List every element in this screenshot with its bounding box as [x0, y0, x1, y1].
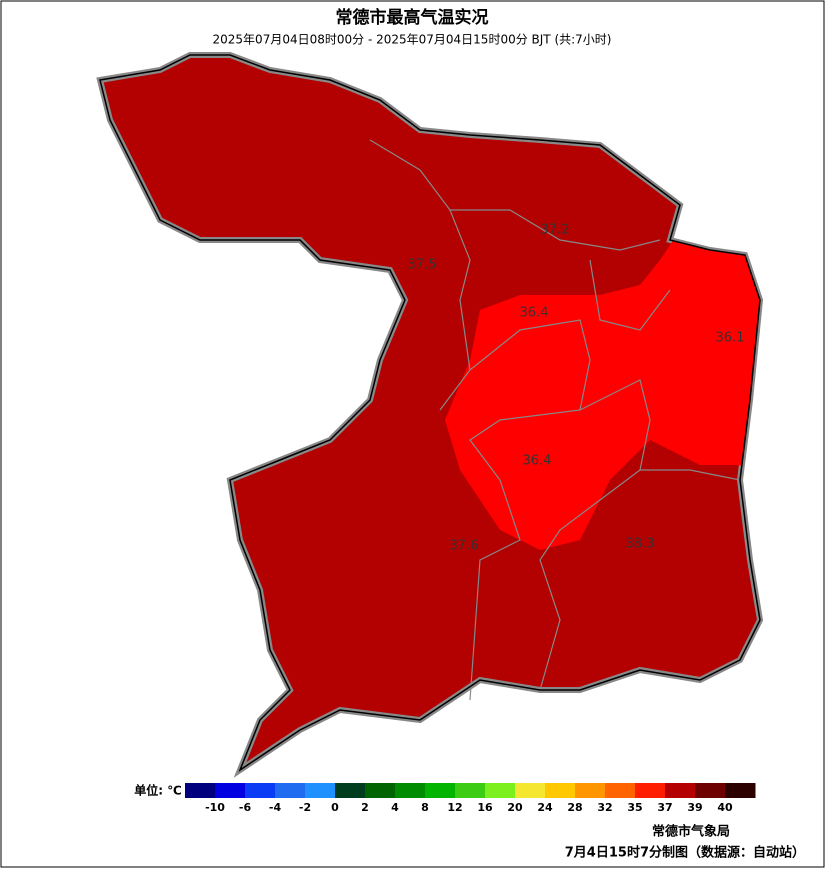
region-hot	[445, 230, 760, 550]
legend-label: 35	[627, 801, 642, 814]
legend-label: 40	[717, 801, 733, 814]
legend-label: 24	[537, 801, 553, 814]
legend-swatch	[275, 783, 306, 798]
legend-label: 4	[391, 801, 399, 814]
legend-swatch	[425, 783, 456, 798]
station-value: 36.1	[716, 331, 745, 346]
station-value: 37.2	[541, 223, 570, 238]
station-value: 37.5	[408, 258, 437, 273]
legend-swatch	[305, 783, 336, 798]
county-borders	[369, 139, 741, 701]
legend-swatch	[605, 783, 636, 798]
legend-swatch	[215, 783, 246, 798]
legend-swatch	[365, 783, 396, 798]
legend-swatch	[545, 783, 576, 798]
legend-unit: 单位: ℃	[134, 783, 182, 798]
legend-swatch	[455, 783, 486, 798]
legend-label: -10	[205, 801, 225, 814]
legend-label: 39	[687, 801, 702, 814]
legend-label: 12	[447, 801, 462, 814]
legend-swatch	[635, 783, 666, 798]
map	[96, 52, 764, 778]
legend-swatch	[515, 783, 546, 798]
legend: -10 -6 -4 -2 0 2 4 8 12 16 20 24 28 32 35 37 39 40	[185, 783, 756, 814]
legend-label: -4	[269, 801, 282, 814]
legend-swatch	[185, 783, 216, 798]
legend-label: -2	[299, 801, 311, 814]
station-value: 36.4	[523, 454, 552, 469]
title: 常德市最高气温实况	[336, 7, 489, 28]
legend-label: 2	[361, 801, 369, 814]
legend-label: 32	[597, 801, 612, 814]
legend-label: 20	[507, 801, 523, 814]
station-value: 37.6	[450, 539, 479, 554]
footer-note: 7月4日15时7分制图（数据源：自动站）	[565, 845, 805, 861]
legend-label: 0	[331, 801, 339, 814]
station-value: 38.3	[626, 537, 655, 552]
legend-label: -6	[239, 801, 252, 814]
stations: 37.2 37.5 36.4 36.1 36.4 37.6 38.3	[408, 223, 745, 554]
legend-label: 16	[477, 801, 493, 814]
legend-swatch	[395, 783, 426, 798]
legend-swatch	[485, 783, 516, 798]
subtitle: 2025年07月04日08时00分 - 2025年07月04日15时00分 BJ…	[213, 33, 612, 47]
boundary	[99, 54, 761, 772]
legend-swatch	[245, 783, 276, 798]
footer-agency: 常德市气象局	[652, 824, 730, 840]
legend-label: 8	[421, 801, 429, 814]
legend-swatch	[725, 783, 756, 798]
legend-label: 28	[567, 801, 582, 814]
legend-swatch	[695, 783, 726, 798]
legend-swatch	[665, 783, 696, 798]
legend-label: 37	[657, 801, 672, 814]
station-value: 36.4	[520, 306, 549, 321]
legend-swatch	[575, 783, 606, 798]
legend-swatch	[335, 783, 366, 798]
